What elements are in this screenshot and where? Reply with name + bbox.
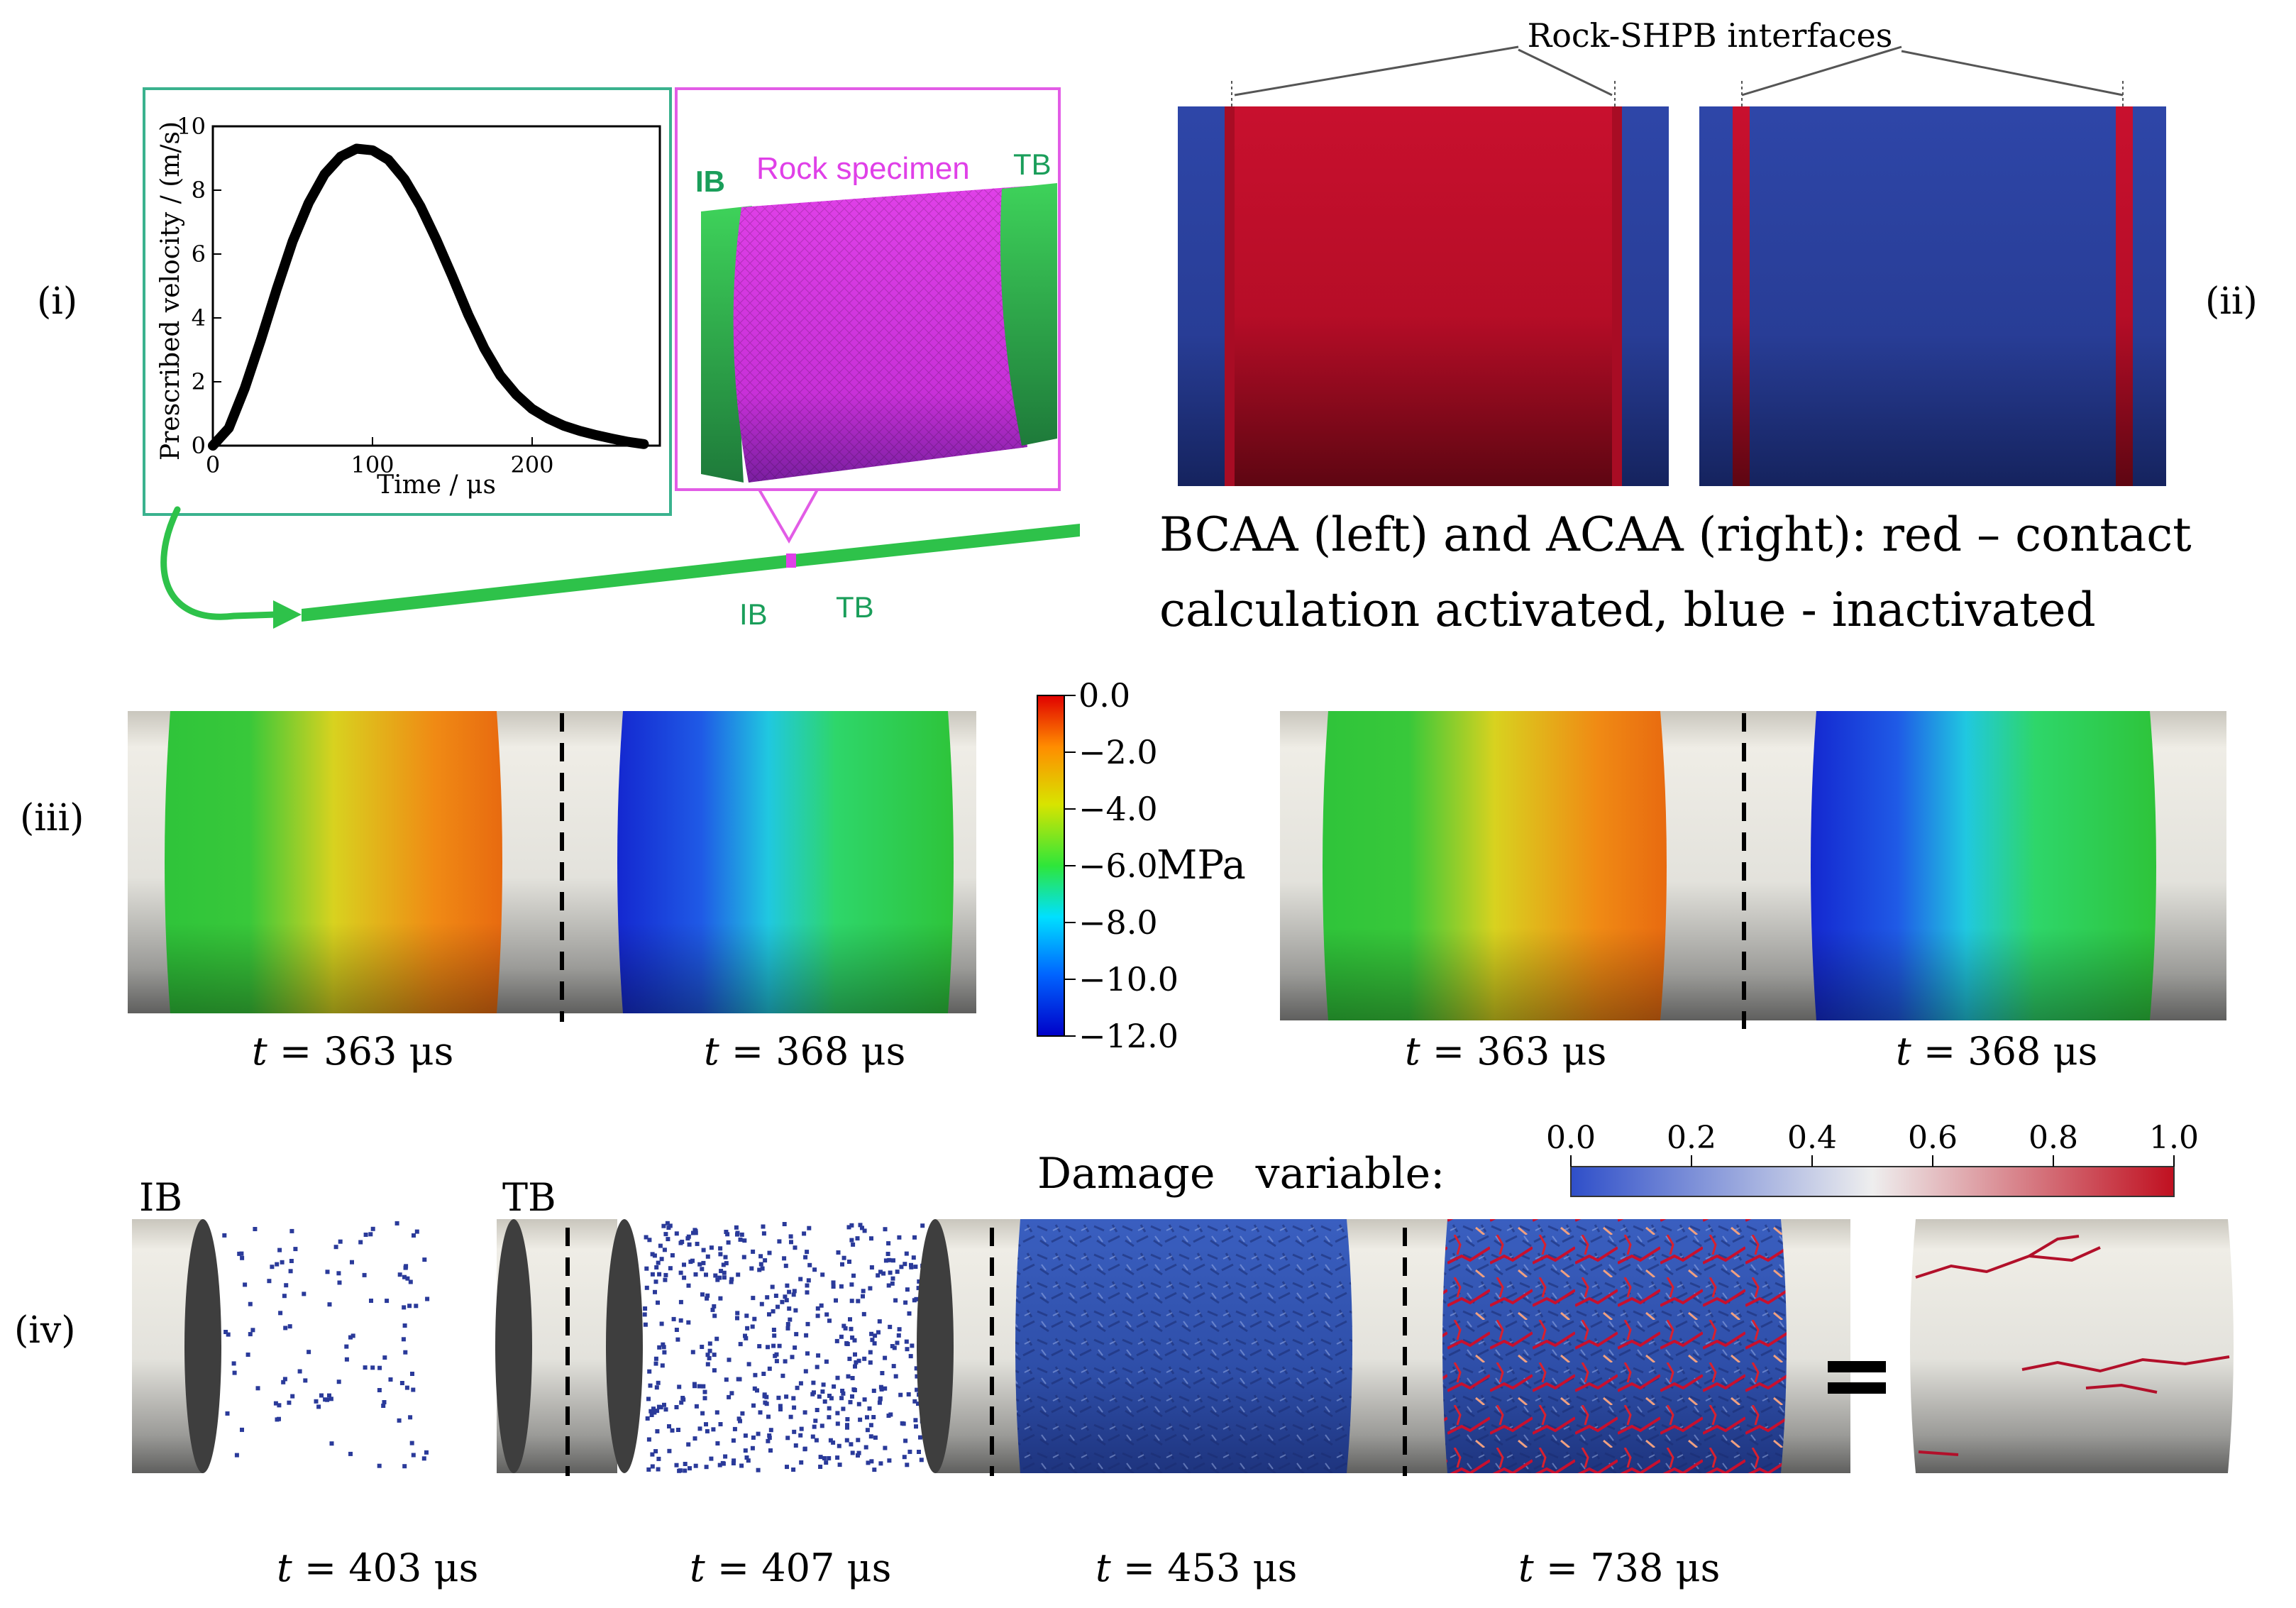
equals-sign-bottom	[1828, 1382, 1886, 1394]
plot-area	[211, 125, 661, 447]
velocity-chart: 0 100 200 0 2 4 6 8 10 Prescribed velocity / (m/…	[156, 113, 661, 500]
time-label-iv-4: t = 738 μs	[1518, 1546, 1720, 1590]
bcaa-cylinder	[1178, 106, 1669, 486]
time-label-iii-1: t = 363 μs	[252, 1029, 453, 1074]
acaa-active-right	[2116, 106, 2133, 486]
damage-dots-403	[222, 1221, 430, 1469]
load-arrow-head	[273, 600, 302, 629]
interface-arrows	[1234, 45, 2124, 97]
main-end-face	[917, 1219, 954, 1473]
bcaa-active-region	[1225, 106, 1622, 486]
damage-label-tb: TB	[502, 1175, 556, 1220]
panel-label-i: (i)	[37, 280, 77, 323]
mesh-label-ib: IB	[695, 165, 725, 198]
stress-cylinder-bcaa	[128, 711, 976, 1022]
y-tick-label: 2	[192, 368, 206, 395]
load-arrow	[160, 506, 280, 620]
mesh-specimen	[701, 183, 1057, 483]
stress-colorbar-tick-label: 0.0	[1078, 676, 1130, 715]
stress-time-labels: t = 363 μs t = 368 μs t = 363 μs t = 368…	[252, 1029, 2097, 1074]
damage-label: Damage variable:	[1037, 1149, 1445, 1199]
interfaces-label: Rock-SHPB interfaces	[1528, 16, 1893, 55]
time-label-iii-3: t = 363 μs	[1405, 1029, 1606, 1074]
damage-colorbar-tick-label: 0.0	[1546, 1120, 1596, 1156]
y-tick-label: 10	[177, 113, 206, 140]
mesh-inset-pointer	[758, 488, 819, 544]
x-tick-label: 200	[510, 451, 553, 478]
x-tick-label: 100	[351, 451, 394, 478]
damage-colorbar-tick-label: 0.4	[1787, 1120, 1837, 1156]
mesh-inset-frame	[675, 87, 1061, 491]
mesh-label-tb: TB	[1013, 148, 1052, 181]
plot-ticks: 0 100 200 0 2 4 6 8 10	[177, 113, 553, 478]
tb-end-face-1	[495, 1219, 532, 1473]
time-label-iv-3: t = 453 μs	[1095, 1546, 1297, 1590]
damage-time-labels: t = 403 μs t = 407 μs t = 453 μs t = 738…	[277, 1546, 1720, 1590]
tb-end-face-2	[606, 1219, 643, 1473]
damage-colorbar-tick-label: 0.8	[2029, 1120, 2078, 1156]
damage-tb-segment	[495, 1219, 930, 1476]
damage-main-segment	[917, 1219, 1850, 1476]
velocity-plot-frame	[143, 87, 672, 516]
stress-colorbar-tick-label: −10.0	[1078, 960, 1179, 998]
acaa-active-left	[1733, 106, 1750, 486]
stress-colorbar	[1037, 695, 1065, 1037]
stress-colorbar-tick-label: −4.0	[1078, 790, 1158, 828]
time-label-iv-1: t = 403 μs	[277, 1546, 478, 1590]
stress-colorbar-tick-label: −2.0	[1078, 733, 1158, 771]
panel-label-iii: (iii)	[20, 797, 84, 839]
x-tick-label: 0	[206, 451, 220, 478]
bar-label-ib: IB	[739, 598, 768, 631]
mesh-tb-section	[1000, 183, 1057, 446]
damage-colorbar-ticks: 0.0 0.2 0.4 0.6 0.8 1.0	[1546, 1120, 2199, 1167]
panel-ii-caption-line1: BCAA (left) and ACAA (right): red – cont…	[1159, 507, 2192, 562]
y-tick-label: 6	[192, 241, 206, 268]
damage-ib-segment	[132, 1219, 430, 1473]
damage-colorbar-tick-label: 1.0	[2149, 1120, 2199, 1156]
y-axis-label: Prescribed velocity / (m/s)	[156, 121, 185, 461]
ib-end-face	[184, 1219, 221, 1473]
stress-colorbar-tick-label: −6.0	[1078, 847, 1158, 885]
stress-colorbar-tick-label: −12.0	[1078, 1017, 1179, 1055]
y-tick-label: 4	[192, 304, 206, 331]
time-label-iii-4: t = 368 μs	[1896, 1029, 2097, 1074]
damage-dots-407	[642, 1221, 930, 1473]
time-label-iii-2: t = 368 μs	[704, 1029, 905, 1074]
stress-cylinder-acaa	[1280, 711, 2226, 1029]
velocity-curve	[208, 143, 649, 451]
damage-colorbar-tick-label: 0.6	[1908, 1120, 1958, 1156]
stress-colorbar-tick-label: −8.0	[1078, 903, 1158, 942]
y-tick-label: 0	[192, 432, 206, 459]
x-axis-label: Time / μs	[377, 470, 496, 500]
stress-colorbar-ticks: 0.0 −2.0 −4.0 −6.0 −8.0 −10.0 −12.0	[1064, 676, 1179, 1055]
stress-unit: MPa	[1157, 842, 1246, 888]
mesh-label-rock: Rock specimen	[756, 151, 970, 186]
damage-colorbar-tick-label: 0.2	[1667, 1120, 1716, 1156]
bar-specimen	[786, 554, 796, 568]
time-label-iv-2: t = 407 μs	[690, 1546, 891, 1590]
bar-label-tb: TB	[836, 590, 874, 624]
acaa-cylinder	[1699, 106, 2166, 486]
panel-ii-caption-line2: calculation activated, blue - inactivate…	[1159, 583, 2096, 637]
damage-label-ib: IB	[139, 1175, 182, 1220]
shpb-bar	[302, 555, 788, 622]
damage-colorbar	[1570, 1166, 2175, 1197]
equals-sign-top	[1828, 1361, 1886, 1372]
y-tick-label: 8	[192, 177, 206, 204]
fractured-specimen	[1910, 1219, 2234, 1473]
panel-label-ii: (ii)	[2205, 280, 2258, 323]
panel-label-iv: (iv)	[14, 1309, 76, 1352]
